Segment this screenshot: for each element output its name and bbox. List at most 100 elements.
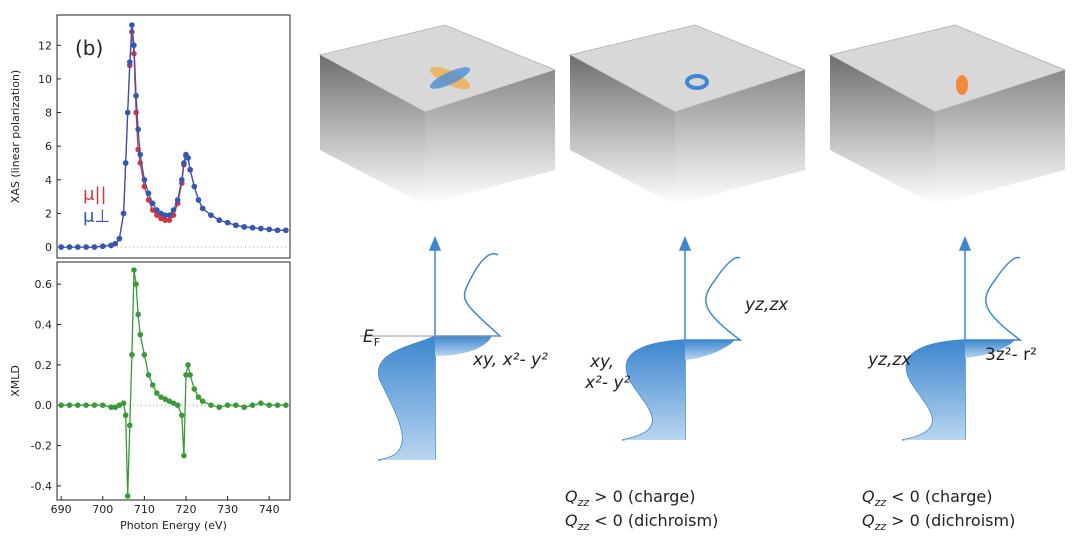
- data-point: [137, 331, 144, 338]
- fermi-label: EF: [363, 327, 380, 349]
- data-point: [116, 402, 123, 409]
- data-point: [166, 212, 173, 218]
- series-line: [61, 270, 286, 497]
- data-point: [266, 226, 272, 233]
- y-tick-label: -0.4: [31, 480, 52, 493]
- data-point: [174, 197, 181, 203]
- data-point: [181, 160, 187, 166]
- data-point: [99, 402, 106, 409]
- data-point: [112, 404, 119, 411]
- data-point: [141, 177, 148, 183]
- data-point: [187, 372, 193, 378]
- x-axis-label: Photon Energy (eV): [120, 519, 227, 532]
- legend-entry: μ⊥: [83, 206, 110, 227]
- data-point: [108, 404, 114, 411]
- q-symbol: Q: [862, 487, 875, 506]
- data-point: [83, 402, 89, 409]
- data-point: [181, 452, 187, 459]
- plot-frame: [56, 261, 291, 501]
- q-text: > 0 (charge): [594, 487, 695, 506]
- data-point: [91, 244, 98, 250]
- q-sub: zz: [874, 496, 887, 509]
- data-point: [122, 160, 129, 166]
- data-point: [116, 235, 123, 242]
- data-point: [179, 177, 185, 183]
- data-point: [66, 244, 73, 250]
- data-point: [274, 227, 281, 234]
- data-point: [283, 402, 289, 409]
- q-text: > 0 (dichroism): [891, 511, 1015, 530]
- data-point: [149, 382, 156, 388]
- y-tick-label: 12: [38, 39, 52, 52]
- data-point: [191, 386, 198, 392]
- x-tick-label: 740: [259, 503, 280, 516]
- data-point: [135, 311, 141, 318]
- data-point: [185, 155, 191, 161]
- data-point: [154, 207, 160, 213]
- fermi-sub: F: [374, 336, 380, 349]
- q-condition: Qzz > 0 (charge): [565, 487, 695, 509]
- data-point: [266, 402, 272, 409]
- data-point: [58, 244, 64, 250]
- data-point: [91, 402, 98, 409]
- orbital-label: xy, x²- y²: [472, 350, 548, 370]
- data-point: [162, 212, 168, 218]
- x-tick-label: 690: [51, 503, 72, 516]
- data-point: [216, 217, 223, 223]
- data-point: [120, 400, 127, 406]
- data-point: [149, 200, 156, 207]
- data-point: [149, 207, 156, 213]
- y-tick-label: 2: [45, 207, 52, 220]
- q-text: < 0 (charge): [891, 487, 992, 506]
- q-sub: zz: [577, 496, 590, 509]
- panel-label: (b): [75, 36, 103, 60]
- data-point: [258, 400, 264, 406]
- q-symbol: Q: [862, 511, 875, 530]
- q-sub: zz: [577, 520, 590, 533]
- data-point: [162, 217, 168, 223]
- data-point: [131, 42, 137, 49]
- data-point: [283, 227, 289, 234]
- y-tick-label: 0.4: [35, 319, 53, 332]
- data-point: [241, 404, 248, 411]
- y-tick-label: 10: [38, 73, 52, 86]
- data-point: [224, 402, 231, 409]
- x-tick-label: 700: [92, 503, 113, 516]
- data-point: [141, 351, 148, 358]
- data-point: [129, 351, 135, 358]
- data-point: [66, 402, 73, 409]
- data-point: [135, 126, 141, 133]
- data-point: [199, 398, 206, 404]
- y-axis-label: XAS (linear polarization): [9, 70, 22, 203]
- data-point: [112, 240, 119, 247]
- data-point: [233, 222, 239, 229]
- data-point: [170, 400, 177, 406]
- data-point: [208, 402, 214, 409]
- plot-frame: [56, 14, 291, 259]
- data-point: [124, 493, 131, 499]
- data-point: [174, 402, 181, 409]
- data-point: [129, 22, 135, 28]
- data-point: [199, 205, 206, 212]
- x-tick-label: 710: [134, 503, 155, 516]
- data-point: [122, 412, 129, 419]
- data-point: [166, 398, 173, 404]
- data-point: [249, 402, 256, 409]
- data-point: [137, 151, 144, 158]
- data-point: [158, 394, 164, 400]
- data-point: [145, 372, 152, 378]
- y-tick-label: -0.2: [31, 440, 52, 453]
- y-tick-label: 0.6: [35, 278, 53, 291]
- data-point: [185, 362, 191, 368]
- q-symbol: Q: [565, 487, 578, 506]
- y-tick-label: 8: [45, 107, 52, 120]
- data-point: [75, 244, 81, 250]
- data-point: [162, 396, 168, 402]
- data-point: [187, 166, 193, 173]
- data-point: [131, 267, 137, 273]
- data-point: [154, 390, 160, 396]
- data-point: [133, 109, 139, 116]
- x-tick-label: 720: [175, 503, 196, 516]
- q-condition: Qzz < 0 (dichroism): [565, 511, 718, 533]
